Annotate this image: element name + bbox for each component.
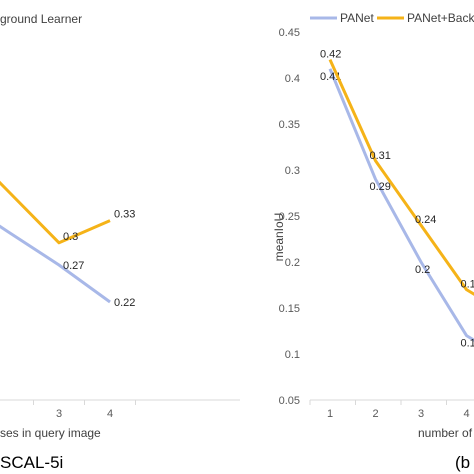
x-tick-label-b: 1: [327, 408, 333, 420]
y-tick-label-b: 0.45: [279, 27, 300, 39]
y-axis-label-b: meanIoU: [272, 213, 286, 262]
data-label-b: 0.42: [320, 49, 341, 61]
panel-a: ground Learner ses in query image SCAL-5…: [0, 12, 240, 472]
data-label-a: 0.27: [63, 260, 84, 272]
series-line-a-panet-bg: [0, 180, 111, 245]
y-tick-label-b: 0.4: [285, 73, 300, 85]
x-tick-label-b: 4: [463, 408, 469, 420]
x-tick-label-b: 2: [372, 408, 378, 420]
x-tick-label-a: 3: [56, 408, 62, 420]
x-axis-label-b: number of: [418, 426, 473, 440]
y-tick-label-b: 0.15: [279, 303, 300, 315]
y-tick-label-b: 0.3: [285, 165, 300, 177]
series-line-a-panet: [0, 224, 111, 304]
data-label-b: 0.2: [415, 264, 430, 276]
legend-item-panet-bg: PANet+Backgr: [407, 11, 474, 25]
data-label-b: 0.29: [370, 181, 391, 193]
panel-b: PANet PANet+Backgr meanIoU number of (b …: [272, 11, 474, 472]
y-tick-label-b: 0.25: [279, 211, 300, 223]
y-tick-label-b: 0.1: [285, 349, 300, 361]
y-tick-label-b: 0.35: [279, 119, 300, 131]
data-label-b: 0.24: [415, 214, 436, 226]
x-axis-label-a: ses in query image: [0, 426, 101, 440]
data-label-a: 0.33: [114, 209, 135, 221]
data-label-a: 0.3: [63, 231, 78, 243]
y-tick-label-b: 0.05: [279, 395, 300, 407]
series-line-b-panet: [328, 68, 474, 342]
x-tick-label-b: 3: [418, 408, 424, 420]
series-line-b-panet-bg: [328, 58, 474, 296]
caption-a: SCAL-5i: [0, 453, 63, 472]
data-label-a: 0.22: [114, 297, 135, 309]
x-tick-label-a: 4: [107, 408, 113, 420]
data-label-b: 0.12: [461, 338, 474, 350]
caption-b: (b: [455, 453, 470, 472]
y-tick-label-b: 0.2: [285, 257, 300, 269]
data-label-b: 0.17: [461, 279, 474, 291]
legend-item-panet: PANet: [340, 11, 374, 25]
data-label-b: 0.31: [370, 150, 391, 162]
legend-label-a: ground Learner: [0, 12, 82, 26]
